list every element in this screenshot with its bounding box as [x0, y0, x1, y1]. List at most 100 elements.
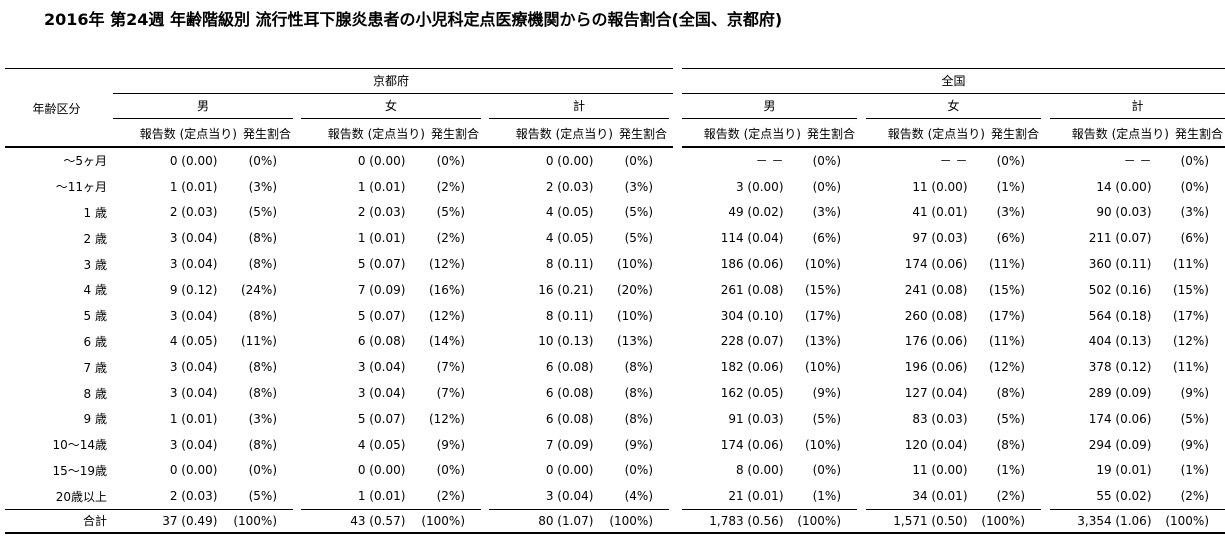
table-row-cell: 1,783 (0.56) (100%): [682, 509, 857, 532]
ratio-value: (8%): [248, 386, 277, 401]
table-row-cell: 3 (0.00) (0%): [682, 174, 857, 200]
table-row-cell: 211 (0.07) (6%): [1050, 225, 1225, 251]
ratio-value: (8%): [996, 437, 1025, 452]
table-row-cell: 43 (0.57) (100%): [301, 509, 481, 532]
table-row-cell: 2 (0.03) (5%): [113, 200, 293, 226]
table-row-cell: 0 (0.00) (0%): [301, 148, 481, 174]
ratio-value: (6%): [812, 231, 841, 246]
ratio-value: (6%): [996, 231, 1025, 246]
region-header-kyoto: 京都府: [372, 74, 409, 88]
age-row-label: 15～19歳: [52, 463, 107, 478]
ratio-value: (8%): [624, 386, 653, 401]
table-row-cell: － － (0%): [866, 148, 1041, 174]
table-row-cell: 3 (0.04) (8%): [113, 225, 293, 251]
ratio-value: (2%): [1180, 489, 1209, 504]
table-row-cell: 3 (0.04) (4%): [489, 483, 669, 509]
rule-total-top-2: [301, 509, 481, 510]
table-row-cell: 378 (0.12) (11%): [1050, 354, 1225, 380]
ratio-value: (10%): [616, 257, 653, 272]
age-row-label: 20歳以上: [55, 489, 107, 504]
ratio-value: (8%): [248, 308, 277, 323]
ratio-value: (10%): [804, 257, 841, 272]
table-row-cell: 5 (0.07) (12%): [301, 303, 481, 329]
count-subheader: 報告数 (定点当り): [139, 126, 237, 141]
count-subheader: 報告数 (定点当り): [887, 126, 985, 141]
ratio-value: (8%): [248, 437, 277, 452]
rule-gender-nm: [682, 118, 857, 119]
count-value: 3 (0.04): [545, 489, 594, 504]
ratio-value: (5%): [812, 411, 841, 426]
ratio-value: (12%): [1172, 334, 1209, 349]
count-value: 5 (0.07): [357, 308, 406, 323]
count-value: 404 (0.13): [1088, 334, 1152, 349]
table-row-cell: 7 (0.09) (16%): [301, 277, 481, 303]
count-value: 162 (0.05): [720, 386, 784, 401]
ratio-value: (11%): [1172, 257, 1209, 272]
count-value: 176 (0.06): [904, 334, 968, 349]
count-value: 6 (0.08): [545, 360, 594, 375]
gender-header-national-total: 計: [1131, 99, 1144, 113]
ratio-value: (24%): [240, 282, 277, 297]
count-value: 174 (0.06): [1088, 411, 1152, 426]
ratio-value: (8%): [248, 231, 277, 246]
age-row-label: ～11ヶ月: [55, 180, 107, 195]
count-value: － －: [755, 154, 784, 169]
ratio-value: (100%): [609, 513, 653, 528]
ratio-value: (3%): [996, 205, 1025, 220]
age-row-label: 8 歳: [83, 386, 107, 401]
count-value: 186 (0.06): [720, 257, 784, 272]
ratio-value: (2%): [436, 489, 465, 504]
ratio-value: (100%): [421, 513, 465, 528]
table-row-cell: 1 (0.01) (2%): [301, 483, 481, 509]
count-value: 6 (0.08): [357, 334, 406, 349]
ratio-value: (8%): [624, 360, 653, 375]
table-row-cell: 564 (0.18) (17%): [1050, 303, 1225, 329]
count-value: 289 (0.09): [1088, 386, 1152, 401]
rule-bottom: [5, 532, 1225, 534]
count-value: － －: [939, 154, 968, 169]
ratio-value: (3%): [812, 205, 841, 220]
ratio-value: (16%): [428, 282, 465, 297]
table-row-cell: 83 (0.03) (5%): [866, 406, 1041, 432]
ratio-value: (0%): [812, 179, 841, 194]
count-value: 0 (0.00): [357, 153, 406, 168]
table-row-cell: 5 (0.07) (12%): [301, 251, 481, 277]
ratio-value: (5%): [624, 231, 653, 246]
count-value: 3 (0.04): [169, 437, 218, 452]
subheader-national-total: 報告数 (定点当り) 発生割合: [1050, 118, 1225, 148]
table-row-cell: 21 (0.01) (1%): [682, 483, 857, 509]
table-row-cell: 97 (0.03) (6%): [866, 225, 1041, 251]
count-value: 9 (0.12): [169, 282, 218, 297]
ratio-value: (20%): [616, 282, 653, 297]
ratio-value: (15%): [804, 282, 841, 297]
ratio-value: (4%): [624, 489, 653, 504]
region-header-national: 全国: [941, 74, 966, 88]
table-row-cell: － － (0%): [682, 148, 857, 174]
table-row-cell: 5 (0.07) (12%): [301, 406, 481, 432]
ratio-value: (0%): [624, 153, 653, 168]
table-row-cell: 4 (0.05) (9%): [301, 432, 481, 458]
table-row-cell: 14 (0.00) (0%): [1050, 174, 1225, 200]
table-row-cell: 502 (0.16) (15%): [1050, 277, 1225, 303]
count-value: 360 (0.11): [1088, 257, 1152, 272]
count-value: 49 (0.02): [728, 205, 784, 220]
table-row-cell: 3 (0.04) (7%): [301, 354, 481, 380]
table-row-cell: 4 (0.05) (11%): [113, 329, 293, 355]
gender-header-kyoto-total: 計: [572, 99, 585, 113]
count-value: 0 (0.00): [545, 153, 594, 168]
ratio-value: (9%): [436, 437, 465, 452]
ratio-value: (0%): [996, 153, 1025, 168]
ratio-value: (0%): [1180, 179, 1209, 194]
count-value: 3 (0.04): [169, 257, 218, 272]
count-value: 0 (0.00): [545, 463, 594, 478]
rule-region-national: [682, 93, 1225, 94]
table-row-cell: 19 (0.01) (1%): [1050, 458, 1225, 484]
table-row-cell: 0 (0.00) (0%): [113, 148, 293, 174]
table-row-cell: 228 (0.07) (13%): [682, 329, 857, 355]
table-row-cell: 6 (0.08) (8%): [489, 354, 669, 380]
age-row-label: 7 歳: [83, 360, 107, 375]
ratio-value: (8%): [996, 386, 1025, 401]
table-row-cell: 2 (0.03) (5%): [301, 200, 481, 226]
ratio-value: (0%): [812, 153, 841, 168]
